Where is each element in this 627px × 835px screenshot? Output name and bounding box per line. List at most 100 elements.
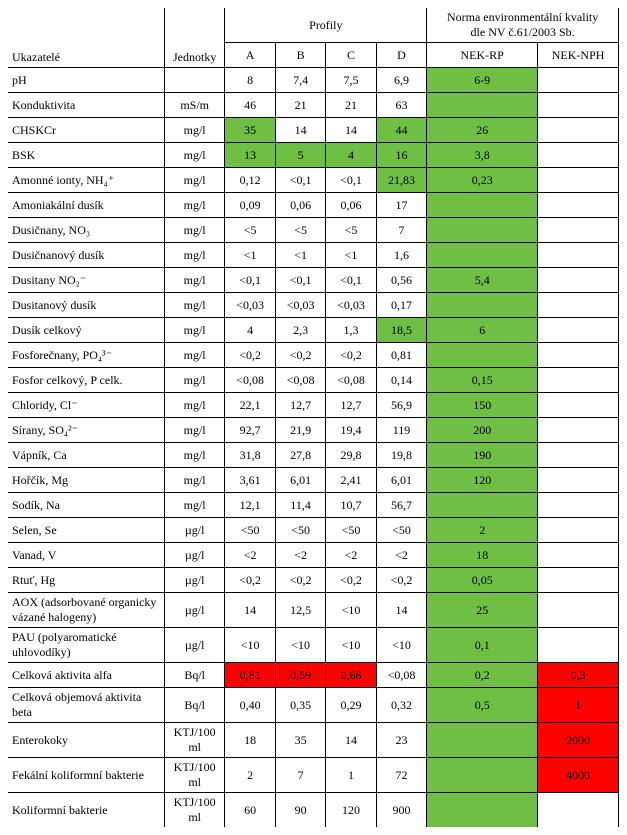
cell-A: <0,08 — [225, 368, 275, 393]
cell-nph — [538, 593, 619, 628]
cell-C: <0,2 — [326, 568, 376, 593]
table-row: Hořčík, Mgmg/l3,616,012,416,01120 — [8, 468, 619, 493]
table-row: Vápník, Camg/l31,827,829,819,8190 — [8, 443, 619, 468]
cell-name: Amoniakální dusík — [8, 193, 164, 218]
cell-rp: 200 — [427, 418, 538, 443]
cell-rp: 6 — [427, 318, 538, 343]
cell-nph — [538, 93, 619, 118]
cell-D: 21,83 — [376, 168, 426, 193]
cell-B: 6,01 — [275, 468, 325, 493]
table-row: Koliformní bakterieKTJ/100 ml6090120900 — [8, 793, 619, 828]
table-row: Fosfor celkový, P celk.mg/l<0,08<0,08<0,… — [8, 368, 619, 393]
cell-nph: 0,3 — [538, 663, 619, 688]
table-body: pH87,47,56,96-9KonduktivitamS/m46212163C… — [8, 68, 619, 828]
table-row: AOX (adsorbované organicky vázané haloge… — [8, 593, 619, 628]
cell-B: 21 — [275, 93, 325, 118]
header-col-d: D — [376, 43, 426, 68]
header-norma: Norma environmentální kvality dle NV č.6… — [427, 8, 619, 43]
cell-C: <1 — [326, 243, 376, 268]
cell-unit: mg/l — [164, 218, 225, 243]
header-norma-line1: Norma environmentální kvality — [447, 10, 598, 24]
header-ukazatele: Ukazatelé — [8, 8, 164, 68]
cell-A: <1 — [225, 243, 275, 268]
cell-D: 0,32 — [376, 688, 426, 723]
cell-nph: 1 — [538, 688, 619, 723]
cell-B: 90 — [275, 793, 325, 828]
cell-D: 16 — [376, 143, 426, 168]
cell-C: 0,29 — [326, 688, 376, 723]
table-header: Ukazatelé Jednotky Profily Norma environ… — [8, 8, 619, 68]
cell-nph — [538, 293, 619, 318]
cell-name: Vápník, Ca — [8, 443, 164, 468]
cell-B: <0,08 — [275, 368, 325, 393]
cell-C: <0,03 — [326, 293, 376, 318]
cell-nph — [538, 543, 619, 568]
cell-C: 120 — [326, 793, 376, 828]
cell-D: 72 — [376, 758, 426, 793]
table-row: Celková objemová aktivita betaBq/l0,400,… — [8, 688, 619, 723]
cell-unit: KTJ/100 ml — [164, 758, 225, 793]
cell-B: <2 — [275, 543, 325, 568]
cell-name: AOX (adsorbované organicky vázané haloge… — [8, 593, 164, 628]
cell-D: 900 — [376, 793, 426, 828]
cell-A: <2 — [225, 543, 275, 568]
cell-C: 14 — [326, 723, 376, 758]
cell-A: <10 — [225, 628, 275, 663]
cell-rp: 0,2 — [427, 663, 538, 688]
cell-D: <0,08 — [376, 663, 426, 688]
cell-A: 14 — [225, 593, 275, 628]
cell-name: Fosfor celkový, P celk. — [8, 368, 164, 393]
cell-C: <50 — [326, 518, 376, 543]
cell-nph: 4000 — [538, 758, 619, 793]
cell-rp: 3,8 — [427, 143, 538, 168]
cell-unit: KTJ/100 ml — [164, 793, 225, 828]
cell-D: 18,5 — [376, 318, 426, 343]
cell-nph — [538, 218, 619, 243]
cell-D: <10 — [376, 628, 426, 663]
cell-rp: 0,5 — [427, 688, 538, 723]
cell-name: Celková objemová aktivita beta — [8, 688, 164, 723]
cell-A: <0,2 — [225, 343, 275, 368]
cell-D: 17 — [376, 193, 426, 218]
cell-D: 0,14 — [376, 368, 426, 393]
cell-A: 8 — [225, 68, 275, 93]
cell-nph — [538, 493, 619, 518]
cell-name: PAU (polyaromatické uhlovodíky) — [8, 628, 164, 663]
cell-A: 92,7 — [225, 418, 275, 443]
cell-nph: 2000 — [538, 723, 619, 758]
table-row: Dusičnanový dusíkmg/l<1<1<11,6 — [8, 243, 619, 268]
cell-C: 2,41 — [326, 468, 376, 493]
cell-B: 27,8 — [275, 443, 325, 468]
cell-A: 35 — [225, 118, 275, 143]
cell-name: Sírany, SO₄²⁻ — [8, 418, 164, 443]
cell-unit: mg/l — [164, 268, 225, 293]
cell-A: 60 — [225, 793, 275, 828]
header-col-nekrp: NEK-RP — [427, 43, 538, 68]
cell-C: 19,4 — [326, 418, 376, 443]
table-row: Vanad, Vµg/l<2<2<2<218 — [8, 543, 619, 568]
cell-rp: 18 — [427, 543, 538, 568]
cell-unit: mg/l — [164, 318, 225, 343]
cell-A: <0,2 — [225, 568, 275, 593]
cell-unit: µg/l — [164, 518, 225, 543]
cell-C: 7,5 — [326, 68, 376, 93]
header-col-neknph: NEK-NPH — [538, 43, 619, 68]
table-row: Fekální koliformní bakterieKTJ/100 ml271… — [8, 758, 619, 793]
cell-C: <2 — [326, 543, 376, 568]
cell-rp: 6-9 — [427, 68, 538, 93]
cell-unit: µg/l — [164, 568, 225, 593]
quality-table: Ukazatelé Jednotky Profily Norma environ… — [8, 8, 619, 827]
cell-rp — [427, 723, 538, 758]
header-col-b: B — [275, 43, 325, 68]
cell-rp: 25 — [427, 593, 538, 628]
cell-name: Chloridy, Cl⁻ — [8, 393, 164, 418]
cell-B: 12,5 — [275, 593, 325, 628]
cell-B: <5 — [275, 218, 325, 243]
cell-nph — [538, 793, 619, 828]
header-col-a: A — [225, 43, 275, 68]
cell-A: 0,09 — [225, 193, 275, 218]
cell-D: 6,01 — [376, 468, 426, 493]
cell-rp — [427, 93, 538, 118]
cell-name: Rtuť, Hg — [8, 568, 164, 593]
cell-name: Celková aktivita alfa — [8, 663, 164, 688]
